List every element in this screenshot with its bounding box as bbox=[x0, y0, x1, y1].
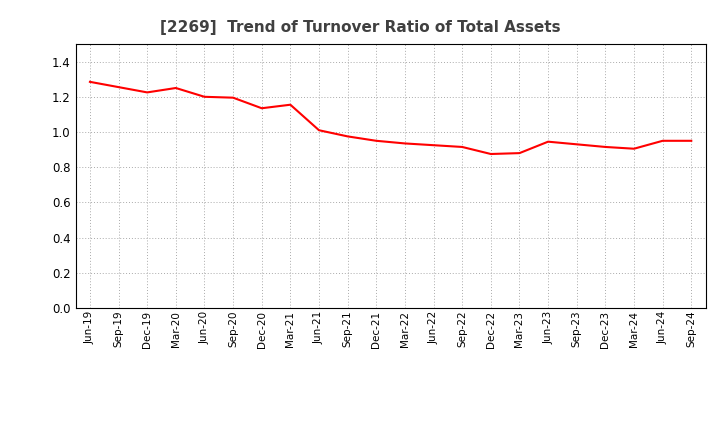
Text: [2269]  Trend of Turnover Ratio of Total Assets: [2269] Trend of Turnover Ratio of Total … bbox=[160, 20, 560, 35]
